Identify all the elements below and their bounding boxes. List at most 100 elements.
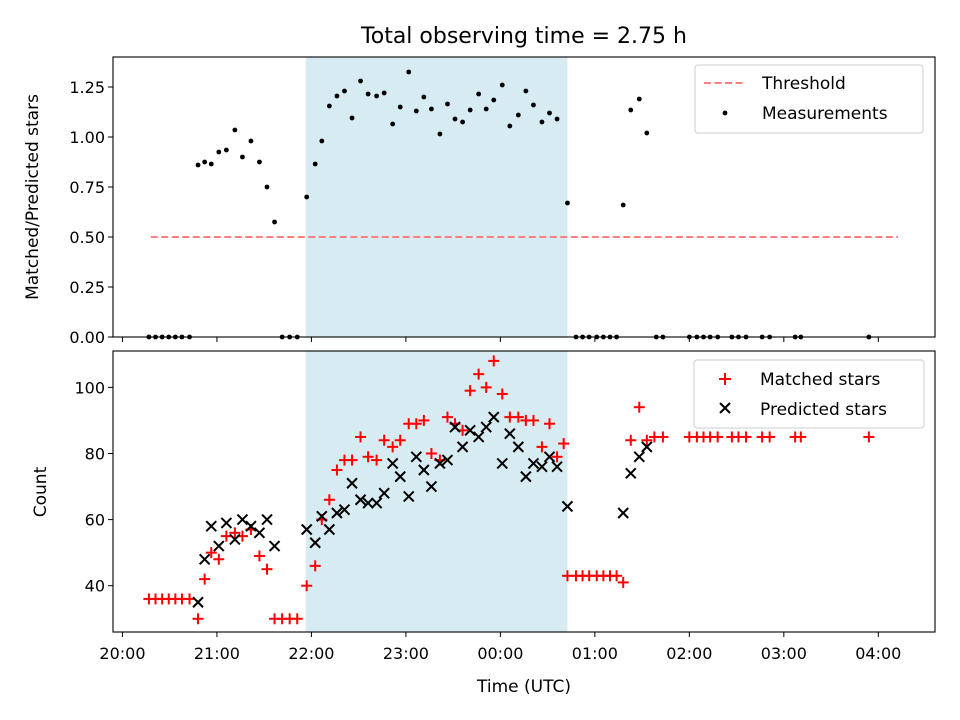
predicted-star-point [512,441,525,453]
predicted-star-point [641,441,653,453]
predicted-star-point [362,497,374,509]
predicted-star-mark [362,497,374,509]
matched-star-point [441,411,453,423]
measurement-point [547,110,552,116]
top-y-axis: 0.00 0.25 0.50 0.75 1.00 1.25 [69,78,113,347]
matched-star-point [387,441,399,453]
predicted-star-point [253,527,266,539]
predicted-star-point [268,540,281,552]
predicted-star-point [213,540,225,552]
predicted-star-point [527,457,540,470]
predicted-star-mark [331,507,343,519]
bottom-y-axis-label: Count [31,466,51,517]
measurement-point [365,91,371,97]
predicted-star-mark [403,490,415,503]
predicted-star-mark [434,457,446,470]
measurement-point [628,107,634,113]
measurement-point [342,88,347,94]
matched-star-point [184,593,196,605]
measurement-point [507,123,513,129]
predicted-star-point [378,487,390,499]
legend-threshold-label: Threshold [761,74,846,94]
matched-star-point [199,573,211,585]
measurement-point [620,202,626,208]
matched-star-point [611,570,623,582]
bottom-observing-band [305,351,568,632]
predicted-star-mark [213,540,225,552]
predicted-star-mark [551,460,563,473]
predicted-star-point [633,451,645,463]
bottom-x-tick-label: 21:00 [194,644,240,663]
matched-star-point [205,547,217,559]
matched-star-point [418,414,430,426]
measurement-point [515,112,521,118]
measurement-point [491,97,497,103]
predicted-star-point [338,503,351,516]
matched-star-point [291,613,303,625]
matched-star-point [657,431,669,443]
measurement-point [636,96,642,102]
bottom-x-axis: 20:00 21:00 22:00 23:00 00:00 01:00 02:00 03:00… [99,632,901,663]
predicted-star-point [543,451,556,463]
predicted-star-mark [617,507,629,519]
measurement-point [554,116,560,122]
matched-star-point [625,434,637,446]
top-legend: Threshold Measurements [694,64,924,134]
predicted-star-mark [536,460,548,473]
predicted-star-mark [488,411,500,423]
matched-star-point [410,418,422,430]
legend-predicted-swatch [719,402,731,414]
bottom-panel: 40 60 80 100 20:00 21:00 22:00 23:00 00:00 01:00… [31,350,936,697]
top-y-tick-label: 1.25 [69,78,105,97]
top-panel: Total observing time = 2.75 h 0.000.250.… [23,24,936,347]
bottom-y-axis: 40 60 80 100 [74,378,113,596]
bottom-plot-frame [112,350,936,633]
predicted-star-point [229,533,241,546]
predicted-star-mark [456,441,469,453]
measurement-point [349,115,355,121]
matched-star-point [346,454,358,466]
predicted-star-point [449,421,461,433]
measurement-point [248,138,254,144]
matched-star-point [633,401,645,413]
predicted-star-point [488,411,500,423]
measurement-point [358,78,363,84]
matched-star-point [323,494,335,506]
matched-star-point [464,385,476,397]
measurement-point [523,88,529,94]
measurement-point [381,90,387,96]
matched-star-point [261,563,273,575]
predicted-star-point [480,421,492,433]
matched-star-point [309,560,321,572]
measurement-point [257,159,262,165]
legend-predicted-label: Predicted stars [760,400,887,420]
matched-star-point [488,355,500,367]
predicted-star-point [300,523,313,536]
predicted-star-mark [220,517,233,529]
predicted-star-mark [625,467,637,480]
predicted-star-point [441,454,454,466]
predicted-star-mark [192,596,204,608]
bottom-x-tick-label: 03:00 [761,644,807,663]
predicted-star-point [323,523,336,536]
predicted-star-point [520,470,532,483]
predicted-star-point [561,500,574,513]
matched-star-point [192,613,204,625]
bottom-y-tick-label: 60 [85,511,105,530]
predicted-star-point [236,513,249,526]
measurement-point [223,147,229,153]
predicted-star-point [456,441,469,453]
legend-matched-label: Matched stars [760,370,880,390]
measurement-point [216,149,222,155]
predicted-star-mark [633,451,645,463]
measurement-point [374,93,380,99]
measurement-point [429,106,434,112]
predicted-star-mark [346,477,358,489]
predicted-star-mark [309,537,321,549]
matched-star-point [378,434,390,446]
matched-star-point [512,411,524,423]
predicted-star-mark [394,470,406,483]
top-y-tick-label: 1.00 [69,128,105,147]
bottom-x-tick-label: 04:00 [855,644,901,663]
predicted-star-point [434,457,446,470]
